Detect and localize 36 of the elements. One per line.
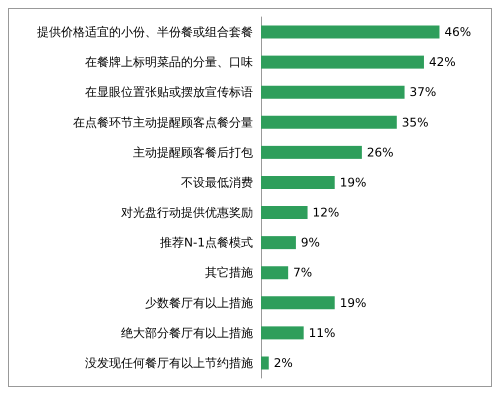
bar (261, 86, 405, 99)
data-label: 37% (410, 85, 436, 100)
data-label: 19% (340, 296, 366, 310)
y-tick-label: 不设最低消费 (181, 175, 253, 190)
y-tick-label: 没发现任何餐厅有以上节约措施 (85, 356, 253, 370)
y-tick-label: 推荐N-1点餐模式 (160, 236, 253, 250)
bar (261, 146, 362, 159)
y-tick-label: 主动提醒顾客餐后打包 (133, 145, 253, 160)
y-tick-label: 少数餐厅有以上措施 (145, 296, 253, 310)
data-label: 12% (312, 206, 340, 220)
bar (261, 26, 440, 39)
bar (261, 326, 304, 340)
bar (261, 266, 288, 280)
bar (261, 206, 308, 220)
data-label: 42% (428, 55, 456, 70)
data-label: 9% (300, 236, 320, 250)
y-tick-label: 绝大部分餐厅有以上措施 (121, 326, 253, 340)
y-tick-label: 提供价格适宜的小份、半份餐或组合套餐 (37, 25, 253, 40)
bar (261, 356, 269, 370)
y-tick-label: 在点餐环节主动提醒顾客点餐分量 (73, 115, 253, 130)
bar (261, 296, 335, 310)
data-label: 46% (444, 25, 472, 40)
data-label: 2% (274, 356, 293, 370)
data-label: 35% (402, 115, 428, 130)
y-tick-label: 其它措施 (205, 266, 253, 280)
data-label: 19% (340, 175, 366, 190)
bar (261, 56, 424, 69)
y-tick-label: 在餐牌上标明菜品的分量、口味 (85, 55, 253, 70)
y-tick-label: 对光盘行动提供优惠奖励 (121, 206, 253, 220)
data-label: 26% (366, 145, 394, 160)
bar (261, 236, 296, 250)
data-label: 7% (293, 266, 312, 280)
y-tick-label: 在显眼位置张贴或摆放宣传标语 (85, 85, 253, 100)
bar (261, 116, 397, 129)
bar (261, 176, 335, 189)
data-label: 11% (308, 326, 336, 340)
